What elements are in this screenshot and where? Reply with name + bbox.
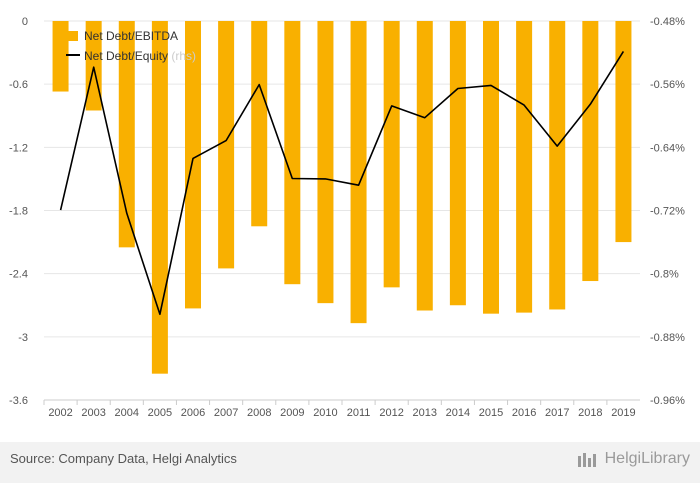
bar [615,21,632,243]
bar [218,21,235,269]
bar [317,21,334,304]
series-line [59,50,625,316]
left-tick-label: -2.4 [9,269,28,281]
legend-line-name: Net Debt/Equity [84,49,168,63]
bar [582,21,599,282]
library-icon [577,453,596,467]
brand-name: HelgiLibrary [604,450,690,467]
bar [185,21,201,309]
x-tick-label: 2009 [280,407,304,419]
x-tick-label: 2018 [578,407,602,419]
bar [516,21,533,313]
legend: Net Debt/EBITDA Net Debt/Equity (rhs) [66,29,196,63]
legend-line-unit: (rhs) [171,49,196,63]
x-tick-label: 2007 [214,407,238,419]
x-tick-label: 2013 [413,407,437,419]
x-tick-label: 2003 [81,407,105,419]
legend-bar-swatch [68,31,78,41]
x-tick-label: 2012 [379,407,403,419]
left-axis: 0 -0.6 -1.2 -1.8 -2.4 -3 -3.6 [9,16,28,407]
right-tick-label: -0.96% [650,395,685,407]
left-tick-label: -1.8 [9,206,28,218]
left-tick-label: -1.2 [9,142,28,154]
legend-line-label: Net Debt/Equity (rhs) [84,49,196,63]
bar [251,21,268,227]
x-tick-label: 2011 [347,407,371,419]
right-tick-label: -0.64% [650,142,685,154]
right-tick-label: -0.8% [650,269,679,281]
x-tick-label: 2019 [611,407,635,419]
bar [549,21,566,310]
bar [483,21,499,314]
x-axis: 2002 2003 2004 2005 2006 2007 2008 2009 2010 2011… [43,400,636,419]
line-series [59,50,625,316]
bar-series [52,21,632,374]
bar [52,21,69,92]
chart: 0 -0.6 -1.2 -1.8 -2.4 -3 -3.6 -0.48% -0.56% -0.6… [9,16,685,419]
source-note: Source: Company Data, Helgi Analytics [10,451,237,466]
footer: Source: Company Data, Helgi Analytics He… [0,442,700,483]
bar [151,21,168,374]
right-tick-label: -0.56% [650,79,685,91]
bar [416,21,433,311]
x-tick-label: 2017 [545,407,569,419]
bar [284,21,301,285]
brand-logo[interactable]: HelgiLibrary [577,450,690,468]
right-tick-label: -0.88% [650,332,685,344]
bar [383,21,400,288]
x-tick-label: 2010 [313,407,337,419]
x-tick-label: 2002 [48,407,72,419]
x-tick-label: 2004 [115,407,139,419]
right-tick-label: -0.72% [650,206,685,218]
bar [350,21,367,324]
x-tick-label: 2006 [181,407,205,419]
right-tick-label: -0.48% [650,16,685,28]
left-tick-label: -0.6 [9,79,28,91]
x-tick-label: 2015 [479,407,503,419]
x-tick-label: 2016 [512,407,536,419]
left-tick-label: -3 [18,332,28,344]
x-tick-label: 2008 [247,407,271,419]
left-tick-label: -3.6 [9,395,28,407]
x-tick-label: 2014 [446,407,470,419]
bar [118,21,135,248]
left-tick-label: 0 [22,16,28,28]
bar [449,21,466,306]
x-tick-label: 2005 [148,407,172,419]
legend-bar-label: Net Debt/EBITDA [84,29,178,43]
right-axis: -0.48% -0.56% -0.64% -0.72% -0.8% -0.88% -0.96… [650,16,685,407]
